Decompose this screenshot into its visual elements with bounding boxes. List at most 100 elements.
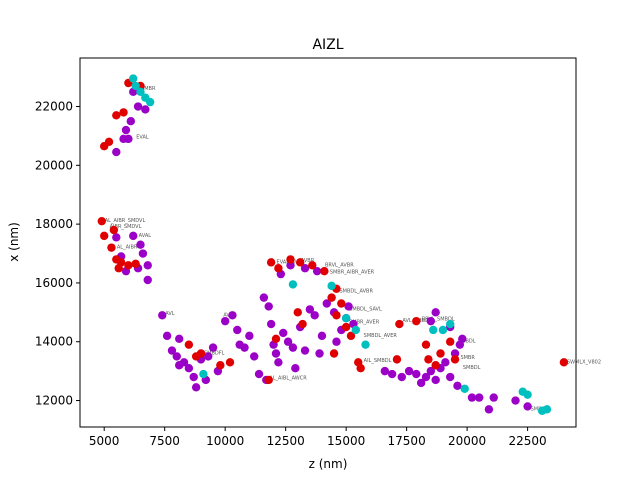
data-point <box>283 337 293 346</box>
data-point <box>136 87 145 97</box>
point-label: AVL <box>223 312 233 318</box>
data-point <box>131 259 140 269</box>
data-point <box>421 372 431 382</box>
data-point <box>431 361 440 370</box>
data-point <box>172 352 181 361</box>
data-point <box>327 293 336 302</box>
point-label: SMBDL <box>463 365 481 371</box>
data-point <box>109 225 119 235</box>
y-axis-label: x (nm) <box>7 222 21 262</box>
data-point <box>361 340 370 349</box>
data-point <box>264 302 273 311</box>
x-tick-label: 10000 <box>206 434 244 448</box>
point-label: SMBDL_AVER <box>364 333 398 339</box>
data-point <box>511 396 520 405</box>
data-point <box>259 293 269 302</box>
y-tick-label: 20000 <box>35 158 73 172</box>
data-point <box>158 311 167 320</box>
data-point <box>293 308 302 317</box>
plot-frame <box>79 57 577 428</box>
data-point <box>438 325 448 335</box>
point-label: SMBR <box>141 86 156 92</box>
data-point <box>450 355 460 364</box>
x-tick-label: 7500 <box>149 434 180 448</box>
data-point <box>216 361 225 370</box>
data-point <box>523 402 532 411</box>
data-point <box>395 319 404 329</box>
data-point <box>233 325 242 335</box>
data-point <box>489 393 498 402</box>
data-point <box>315 349 324 358</box>
data-point <box>220 316 230 326</box>
data-point <box>329 349 339 358</box>
data-point <box>441 358 450 367</box>
data-point <box>298 319 307 329</box>
data-point <box>271 334 281 343</box>
data-point <box>295 258 305 267</box>
x-tick-label: 5000 <box>89 434 120 448</box>
data-point <box>184 363 194 373</box>
data-point <box>426 316 436 326</box>
point-label: SMBR_AVER <box>349 320 380 326</box>
data-point <box>310 311 319 320</box>
data-point <box>167 346 177 355</box>
data-point <box>114 264 123 273</box>
data-point <box>126 117 136 126</box>
data-point <box>141 105 150 114</box>
data-point <box>445 319 455 329</box>
data-point <box>317 331 327 341</box>
point-label: SMBDL <box>458 339 476 345</box>
data-point <box>523 390 532 399</box>
data-point <box>240 343 249 352</box>
point-label: AL_AIBL_AWCR <box>269 375 307 381</box>
data-point <box>131 81 140 91</box>
point-label: AL_AIBR <box>117 245 138 251</box>
data-point <box>124 134 133 144</box>
data-point <box>191 383 201 392</box>
data-point <box>271 349 281 358</box>
data-point <box>351 325 361 335</box>
data-point <box>225 358 235 367</box>
data-point <box>286 261 295 270</box>
data-point <box>322 299 331 308</box>
data-point <box>121 125 131 135</box>
data-point <box>266 319 276 329</box>
data-point <box>162 331 172 341</box>
data-point <box>245 331 254 341</box>
y-tick-label: 18000 <box>35 217 73 231</box>
data-point <box>124 261 133 270</box>
data-point <box>429 325 438 335</box>
data-point <box>175 361 184 370</box>
point-label: AIBR_SMDVL <box>110 224 142 230</box>
point-label: SWMLX_V802 <box>567 359 601 365</box>
data-point <box>484 405 494 414</box>
data-point <box>112 147 121 157</box>
data-point <box>431 308 440 317</box>
data-point <box>424 355 433 364</box>
data-point <box>143 261 152 270</box>
data-point <box>274 358 283 367</box>
data-point <box>436 349 445 358</box>
data-point <box>341 314 351 323</box>
point-label: BRVL_AVBR <box>325 262 354 268</box>
tick-layer: 5000 7500 10000 12500 15000 17500 20000 22500 12… <box>35 100 547 448</box>
point-label: AVL <box>165 311 175 317</box>
data-point <box>300 346 310 355</box>
y-tick-label: 22000 <box>35 100 73 114</box>
data-point <box>107 243 116 252</box>
x-tick-label: 20000 <box>448 434 486 448</box>
data-point <box>445 372 455 382</box>
x-tick-label: 12500 <box>267 434 305 448</box>
data-point <box>279 328 288 338</box>
data-point <box>392 355 402 364</box>
data-point <box>332 337 341 346</box>
y-tick-label: 16000 <box>35 276 73 290</box>
point-label: EVAL <box>136 134 149 140</box>
data-point <box>450 349 460 358</box>
y-tick-label: 14000 <box>35 335 73 349</box>
data-point <box>138 249 148 258</box>
x-tick-label: 15000 <box>327 434 365 448</box>
point-label: AIL_SMBDL <box>364 358 392 364</box>
point-label: AVAL <box>139 233 152 239</box>
data-point <box>264 375 273 385</box>
